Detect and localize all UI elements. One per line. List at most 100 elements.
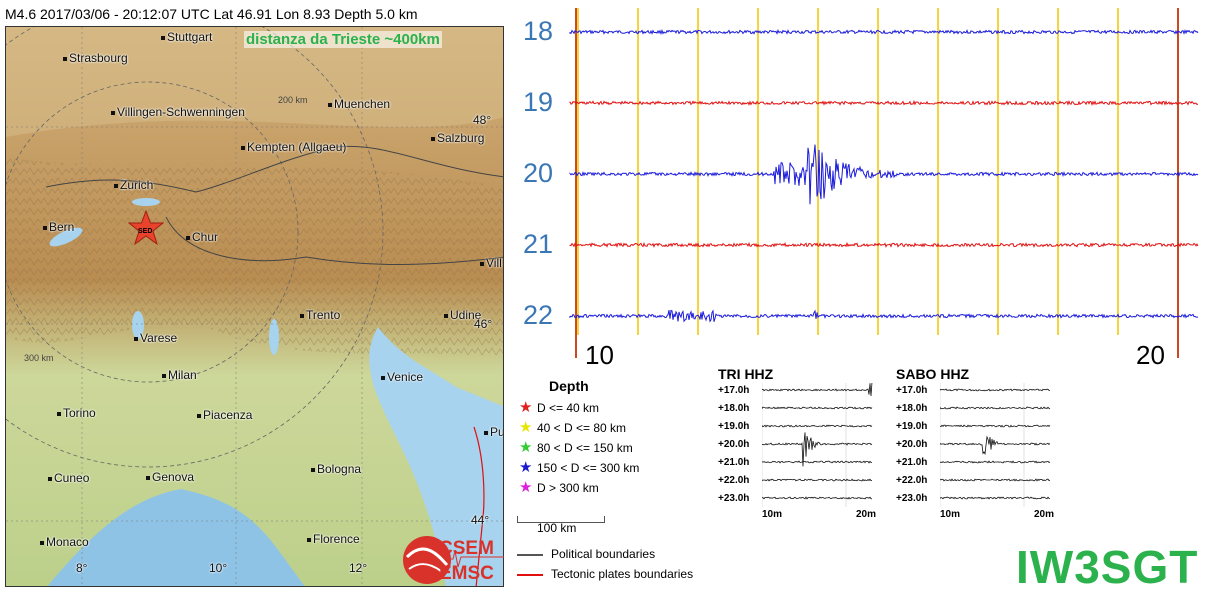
svg-text:CSEM: CSEM — [439, 538, 494, 559]
lon-label-12: 12° — [349, 561, 368, 575]
station-row-label: +20.0h — [896, 439, 928, 450]
station-row-label: +23.0h — [718, 493, 750, 504]
ring-label-300: 300 km — [24, 353, 54, 363]
station-trace — [762, 406, 873, 410]
earthquake-map: distanza da Trieste ~400km 200 km 300 km… — [5, 26, 504, 587]
epicenter-label: SED — [138, 228, 153, 235]
city-genova: Genova — [146, 470, 194, 484]
station-row-label: +17.0h — [718, 385, 750, 396]
legend-row: ★ 80 < D <= 150 km — [519, 439, 633, 456]
city-vill: Vill — [480, 256, 502, 270]
station-trace — [940, 406, 1051, 410]
epicenter-star-icon — [128, 210, 164, 246]
city-villingen: Villingen-Schwenningen — [111, 105, 245, 119]
station-x-tick: 20m — [856, 509, 877, 520]
legend-row: ★ D > 300 km — [519, 479, 599, 496]
station-trace — [940, 478, 1051, 482]
station-title: TRI HHZ — [718, 366, 774, 382]
helicorder-plot — [569, 8, 1199, 358]
legend-row: ★ 150 < D <= 300 km — [519, 459, 640, 476]
station-row-label: +17.0h — [896, 385, 928, 396]
city-venice: Venice — [381, 370, 423, 384]
station-trace — [762, 432, 873, 467]
station-row-label: +21.0h — [718, 457, 750, 468]
trace-line — [569, 241, 1199, 248]
blue-star-icon: ★ — [519, 459, 533, 476]
event-header: M4.6 2017/03/06 - 20:12:07 UTC Lat 46.91… — [5, 6, 418, 22]
station-trace — [762, 460, 873, 464]
helicorder-panel: 18 19 20 21 22 10 20 — [518, 0, 1204, 370]
station-trace — [940, 388, 1051, 392]
lat-label-46: 46° — [474, 317, 493, 331]
station-trace — [762, 424, 873, 428]
station-x-tick: 10m — [940, 509, 961, 520]
ligurian-sea — [47, 489, 305, 586]
csem-emsc-logo: CSEM EMSC — [401, 531, 504, 587]
lon-label-8: 8° — [76, 561, 88, 575]
station-plot-tri: TRI HHZ +17.0h +18.0h +19.0h +20.0h +21.… — [718, 365, 888, 525]
station-row-label: +22.0h — [896, 475, 928, 486]
station-trace — [762, 383, 873, 397]
station-row-label: +19.0h — [896, 421, 928, 432]
city-trento: Trento — [300, 308, 340, 322]
city-varese: Varese — [134, 331, 177, 345]
hour-label-22: 22 — [523, 300, 554, 330]
ring-label-200: 200 km — [278, 95, 308, 105]
hour-label-21: 21 — [523, 229, 554, 259]
lon-label-10: 10° — [209, 561, 228, 575]
station-traces — [762, 383, 873, 507]
station-plot-sabo: SABO HHZ +17.0h +18.0h +19.0h +20.0h +21… — [896, 365, 1066, 525]
svg-text:EMSC: EMSC — [439, 563, 494, 584]
station-x-tick: 10m — [762, 509, 783, 520]
city-muenchen: Muenchen — [328, 97, 390, 111]
city-salzburg: Salzburg — [431, 131, 484, 145]
lat-label-44: 44° — [471, 513, 490, 527]
red-star-icon: ★ — [519, 399, 533, 416]
station-x-tick: 20m — [1034, 509, 1055, 520]
station-row-label: +18.0h — [718, 403, 750, 414]
station-row-label: +20.0h — [718, 439, 750, 450]
city-milan: Milan — [162, 368, 197, 382]
city-florence: Florence — [307, 532, 360, 546]
station-row-label: +23.0h — [896, 493, 928, 504]
yellow-star-icon: ★ — [519, 419, 533, 436]
minute-tick-10: 10 — [585, 340, 614, 370]
city-bern: Bern — [43, 220, 74, 234]
trace-line — [569, 144, 1199, 205]
lat-label-48: 48° — [473, 113, 492, 127]
station-trace — [940, 496, 1051, 500]
legend-row: ★ D <= 40 km — [519, 399, 600, 416]
city-pul: Pul — [484, 425, 503, 439]
callsign-label: IW3SGT — [1016, 541, 1199, 593]
city-udine: Udine — [444, 308, 481, 322]
city-piacenza: Piacenza — [197, 408, 252, 422]
city-kempten: Kempten (Allgaeu) — [241, 140, 346, 154]
station-row-label: +18.0h — [896, 403, 928, 414]
city-strasbourg: Strasbourg — [63, 51, 128, 65]
legend-political-boundaries: Political boundaries — [517, 547, 655, 561]
station-trace — [940, 424, 1051, 428]
hour-label-18: 18 — [523, 16, 554, 46]
station-trace — [940, 460, 1051, 464]
legend-row: ★ 40 < D <= 80 km — [519, 419, 627, 436]
station-row-label: +22.0h — [718, 475, 750, 486]
station-trace — [762, 496, 873, 500]
distance-note: distanza da Trieste ~400km — [244, 31, 442, 48]
hour-label-19: 19 — [523, 87, 554, 117]
station-row-label: +19.0h — [718, 421, 750, 432]
city-stuttgart: Stuttgart — [161, 30, 212, 44]
minute-tick-20: 20 — [1136, 340, 1165, 370]
hour-label-20: 20 — [523, 158, 554, 188]
city-bologna: Bologna — [311, 462, 361, 476]
trace-line — [569, 99, 1199, 106]
city-monaco: Monaco — [40, 535, 89, 549]
city-cuneo: Cuneo — [48, 471, 89, 485]
trace-line — [569, 309, 1198, 323]
city-torino: Torino — [57, 406, 96, 420]
city-chur: Chur — [186, 230, 218, 244]
legend-title: Depth — [549, 378, 589, 394]
legend-tectonic-boundaries: Tectonic plates boundaries — [517, 567, 693, 581]
station-title: SABO HHZ — [896, 366, 970, 382]
magenta-star-icon: ★ — [519, 479, 533, 496]
station-trace — [940, 435, 1051, 456]
